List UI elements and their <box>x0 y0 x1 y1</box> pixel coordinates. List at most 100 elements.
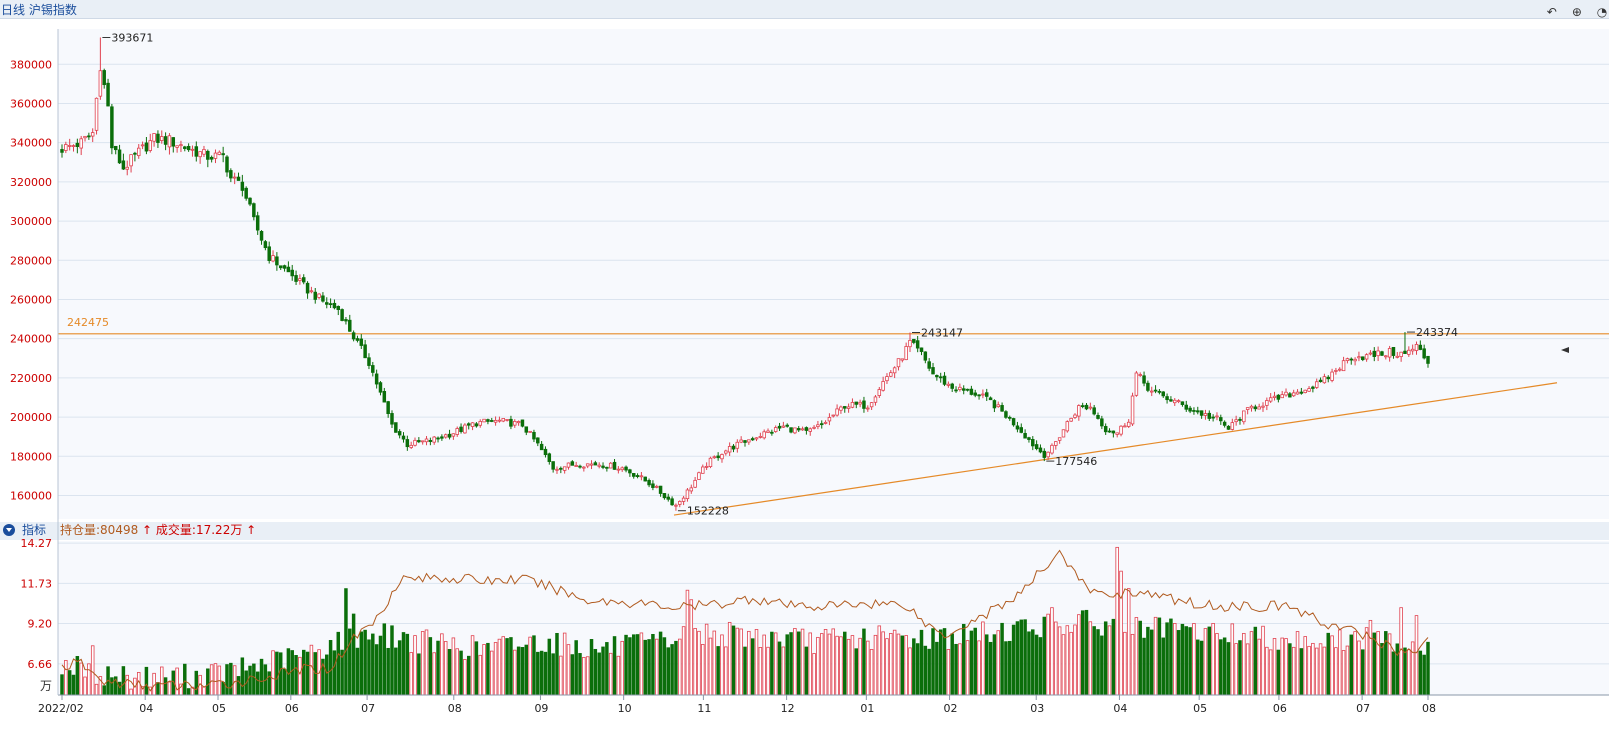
candle-body <box>340 309 344 321</box>
candle-body <box>1361 356 1365 361</box>
scroll-arrow-icon[interactable] <box>1561 347 1569 353</box>
volume-bar <box>371 633 375 696</box>
candle-body <box>148 140 152 151</box>
volume-bar <box>651 633 655 696</box>
candle-body <box>516 421 521 424</box>
candle-body <box>1234 419 1238 423</box>
candle-body <box>562 466 567 471</box>
oi-label: 持仓量: <box>60 522 100 537</box>
candle-body <box>532 431 536 440</box>
x-axis: 2022/02 04 05 06 07 08 09 10 11 12 01 02 03 04 05 06 07 0… <box>38 695 1436 715</box>
volume-bar <box>1418 650 1423 696</box>
candle-body <box>915 340 920 349</box>
candle-body <box>248 197 252 205</box>
volume-bar <box>1361 649 1365 696</box>
candle-body <box>1027 437 1031 440</box>
candle-body <box>60 149 64 153</box>
volume-bar <box>121 666 126 696</box>
candle-body <box>1418 344 1423 350</box>
candle-body <box>451 433 456 437</box>
volume-bar <box>509 637 513 696</box>
volume-bar <box>505 638 509 696</box>
volume-bar <box>628 637 632 696</box>
volume-bar <box>87 663 91 696</box>
volume-bar <box>804 646 809 696</box>
volume-bar <box>186 688 191 696</box>
more-icon[interactable]: ◔ <box>1596 5 1608 19</box>
candle-body <box>666 496 671 500</box>
volume-bar <box>739 628 743 696</box>
volume-bar <box>1422 654 1426 696</box>
candle-body <box>1092 407 1096 415</box>
candle-body <box>954 389 958 392</box>
candle-body <box>1364 354 1369 360</box>
candle-body <box>808 428 812 432</box>
candle-body <box>482 418 486 423</box>
volume-bar <box>252 663 256 696</box>
volume-bar <box>278 652 283 696</box>
x-tick-label: 12 <box>781 702 795 715</box>
volume-bar <box>1226 642 1231 696</box>
volume-bar <box>1065 625 1070 696</box>
candle-body <box>1180 401 1185 405</box>
x-tick-label: 11 <box>697 702 711 715</box>
candle-body <box>232 176 237 179</box>
volume-bar <box>1038 637 1043 696</box>
candle-body <box>1123 425 1127 428</box>
volume-bar <box>482 644 486 696</box>
candle-body <box>1330 371 1334 381</box>
volume-bar <box>1161 637 1165 696</box>
volume-bar <box>777 641 782 696</box>
candle-body <box>144 142 149 152</box>
candle-body <box>374 373 379 385</box>
volume-bar <box>474 641 479 696</box>
volume-bar <box>463 659 467 696</box>
chevron-down-icon <box>6 528 12 532</box>
volume-bar <box>984 634 989 696</box>
candle-body <box>685 489 690 500</box>
candle-body <box>770 431 774 434</box>
indicator-toggle[interactable]: 指标 <box>3 522 46 537</box>
candle-body <box>578 465 582 468</box>
candle-body <box>305 282 310 294</box>
candle-body <box>152 133 156 142</box>
volume-bar <box>904 635 908 696</box>
volume-bar <box>221 681 225 696</box>
candle-body <box>624 466 628 471</box>
indicator-toggle-label[interactable]: 指标 <box>22 522 46 537</box>
candle-body <box>359 338 364 346</box>
annotation-label: 393671 <box>111 31 153 44</box>
volume-bar <box>516 646 521 696</box>
volume-bar <box>854 648 859 696</box>
volume-bar <box>858 637 862 696</box>
candle-body <box>286 266 291 273</box>
candle-body <box>213 152 218 159</box>
resistance-label: 242475 <box>67 316 109 329</box>
volume-bar <box>1341 650 1346 696</box>
zoom-in-icon[interactable]: ⊕ <box>1571 5 1582 19</box>
x-tick-label: 04 <box>1113 702 1127 715</box>
volume-bar <box>524 644 529 696</box>
candle-body <box>843 406 847 409</box>
candle-body <box>175 145 179 148</box>
candle-body <box>1219 417 1223 422</box>
candle-body <box>655 485 659 488</box>
candle-body <box>850 402 855 408</box>
undo-icon[interactable]: ↶ <box>1546 5 1557 19</box>
volume-tick-label: 11.73 <box>21 577 53 590</box>
volume-bar <box>466 655 471 696</box>
volume-bar <box>1176 630 1181 696</box>
volume-bar <box>294 655 298 696</box>
candle-body <box>1161 391 1165 397</box>
volume-bar <box>1180 623 1185 696</box>
volume-bar <box>655 638 659 696</box>
candle-body <box>1165 396 1169 401</box>
volume-bar <box>908 647 912 696</box>
volume-bar <box>1123 631 1127 696</box>
volume-bar <box>405 633 410 696</box>
price-tick-label: 200000 <box>10 411 52 424</box>
candle-body <box>1318 379 1323 383</box>
x-tick-label: 05 <box>212 702 226 715</box>
volume-bar <box>282 668 287 696</box>
volume-bar <box>819 633 824 696</box>
